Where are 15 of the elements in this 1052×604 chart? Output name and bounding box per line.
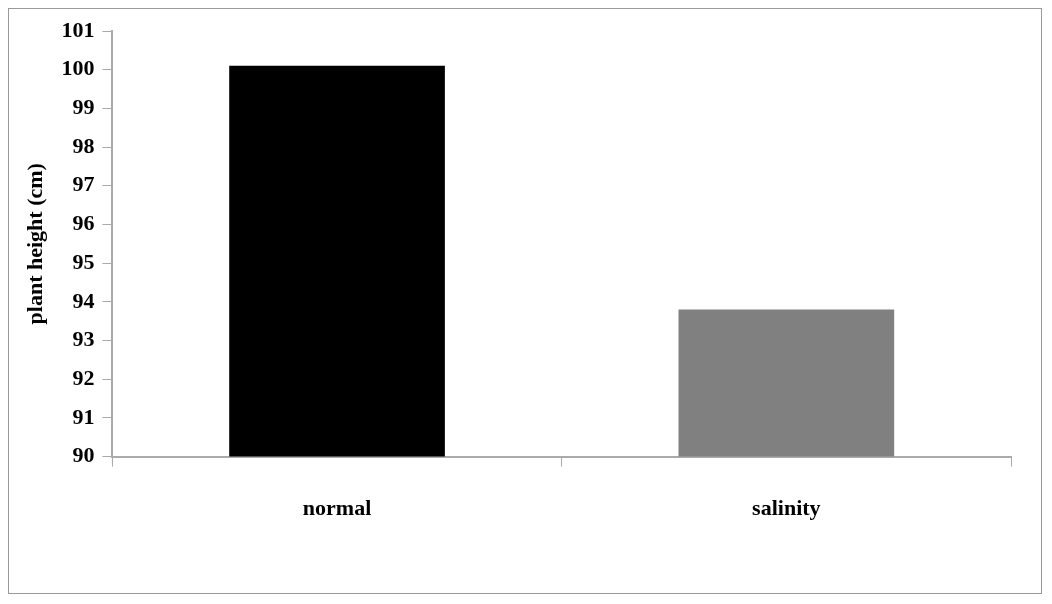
y-tick-label: 90	[72, 442, 95, 468]
y-tick-label: 94	[72, 287, 95, 313]
y-tick-label: 96	[72, 210, 95, 236]
x-tick-label: normal	[302, 495, 372, 521]
y-axis-title: plant height (cm)	[21, 163, 47, 325]
y-tick-label: 99	[72, 94, 95, 120]
y-tick-label: 100	[61, 55, 95, 81]
y-tick-label: 97	[72, 171, 95, 197]
y-tick-label: 93	[72, 326, 95, 352]
y-tick-label: 91	[72, 403, 95, 429]
y-tick-label: 98	[72, 132, 95, 158]
y-tick-label: 92	[72, 364, 95, 390]
y-tick-label: 101	[61, 16, 95, 42]
y-tick-label: 95	[72, 248, 95, 274]
x-tick-label: salinity	[752, 495, 821, 521]
